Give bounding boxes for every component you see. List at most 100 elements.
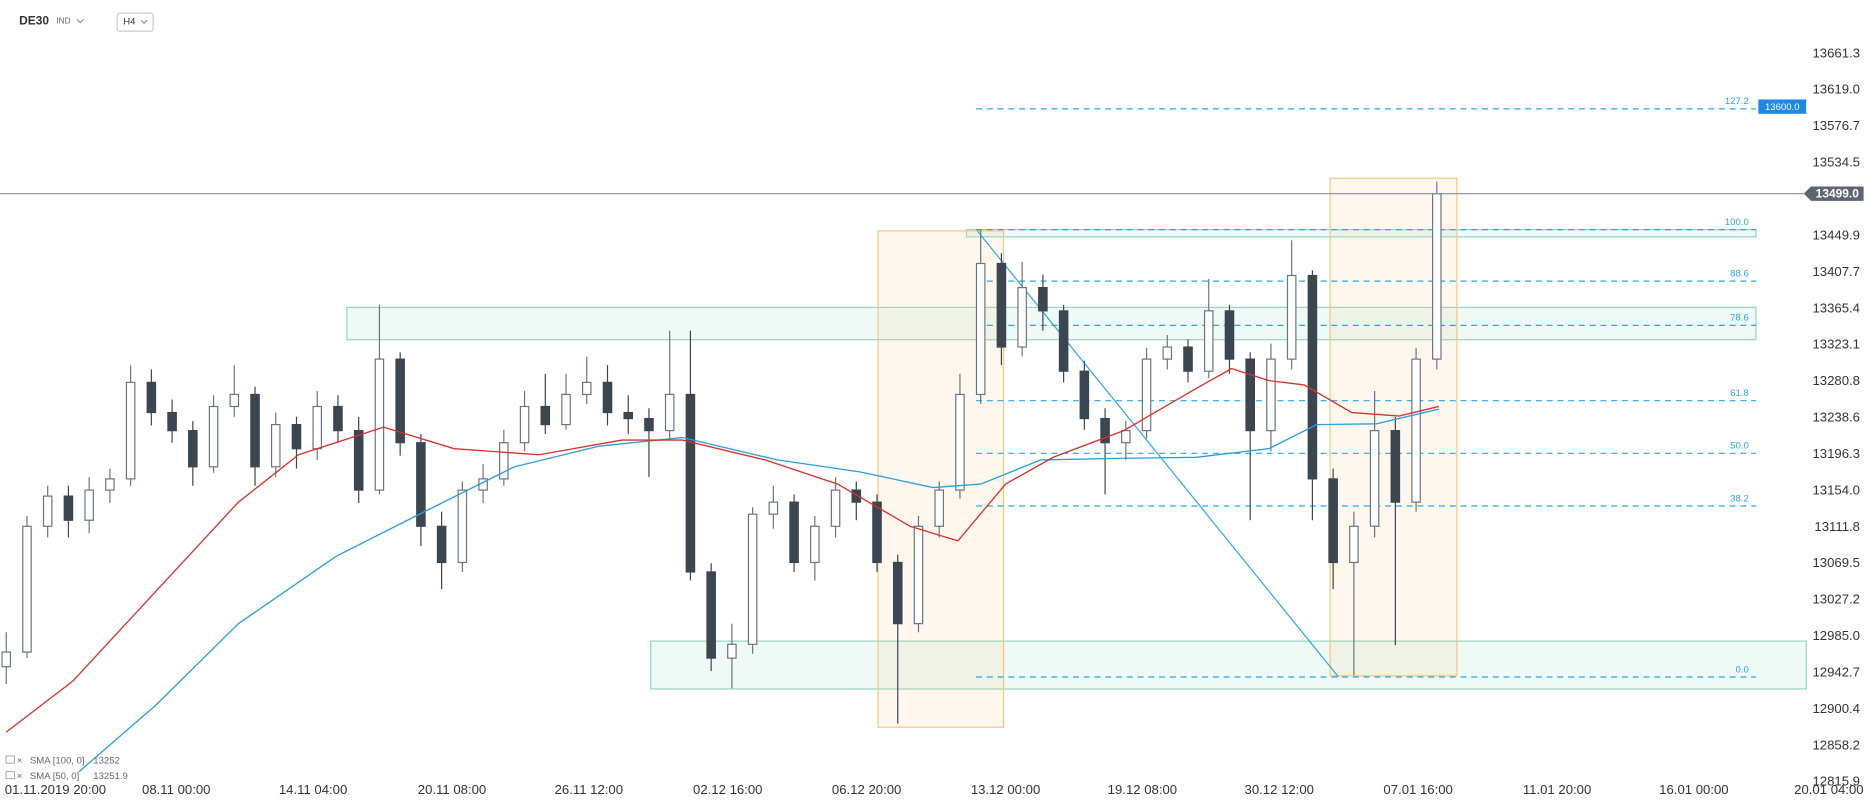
trend-line <box>976 230 1339 678</box>
price-tag <box>1758 99 1807 114</box>
legend-name: SMA [100, 0] <box>30 755 85 766</box>
candle-body <box>416 442 426 527</box>
fibonacci: 127.2 100.0 88.6 78.6 61.8 50.0 38.2 0.0 <box>976 96 1756 678</box>
candle-body <box>1058 310 1069 372</box>
y-tick-label: 13619.0 <box>1812 82 1860 97</box>
y-tick-label: 13196.3 <box>1812 446 1860 461</box>
candle-body <box>602 381 613 414</box>
candle-body <box>208 405 219 468</box>
price-tag-label: 13600.0 <box>1765 102 1800 113</box>
fib-label: 88.6 <box>1730 268 1749 279</box>
fib-label: 100.0 <box>1725 217 1749 228</box>
candle-body <box>457 489 468 564</box>
candle-body <box>436 525 447 564</box>
fib-label: 50.0 <box>1730 441 1749 452</box>
fib-label: 38.2 <box>1730 493 1749 504</box>
y-tick-label: 13576.7 <box>1812 118 1860 133</box>
x-tick-label: 07.01 16:00 <box>1383 782 1452 797</box>
candle-body <box>188 430 198 468</box>
candle-body <box>955 393 965 491</box>
candle-body <box>1121 430 1131 444</box>
symbol[interactable]: DE30 <box>19 14 49 28</box>
candle-body <box>22 525 32 653</box>
price-tag-label: 13499.0 <box>1816 186 1860 200</box>
x-tick-label: 26.11 12:00 <box>555 782 623 797</box>
candle-body <box>810 525 820 564</box>
zone <box>346 306 1757 341</box>
x-tick-label: 19.12 08:00 <box>1108 782 1177 797</box>
candle-body <box>996 262 1007 348</box>
candle-body <box>561 393 571 426</box>
candle-body <box>706 571 716 659</box>
candle-body <box>167 411 177 432</box>
x-tick-label: 20.01 04:00 <box>1794 782 1863 797</box>
candle-body <box>540 405 551 426</box>
y-tick-label: 13238.6 <box>1812 410 1860 425</box>
candle-body <box>1079 370 1090 420</box>
price-tag <box>1803 186 1864 201</box>
fib-label: 0.0 <box>1735 664 1748 675</box>
candle-body <box>84 489 94 521</box>
candle-body <box>1141 358 1152 432</box>
candle-body <box>913 525 924 625</box>
y-tick-label: 13027.2 <box>1812 592 1860 607</box>
timeframe[interactable]: H4 <box>123 17 136 28</box>
legend-value: 13251.9 <box>93 771 128 782</box>
timeframe-box[interactable] <box>116 12 154 32</box>
candle-body <box>892 561 903 625</box>
candle-body <box>830 489 841 527</box>
candle-body <box>250 393 260 468</box>
legend-icon <box>5 771 15 780</box>
y-tick-label: 12900.4 <box>1812 701 1860 716</box>
x-tick-label: 16.01 00:00 <box>1659 782 1728 797</box>
legend-close[interactable]: × <box>17 771 23 782</box>
candle-body <box>975 262 986 396</box>
y-tick-label: 12858.2 <box>1812 737 1860 752</box>
candle-body <box>291 424 302 450</box>
instrument-type: IND <box>56 16 70 26</box>
x-tick-label: 30.12 12:00 <box>1245 782 1314 797</box>
candle-body <box>519 405 530 444</box>
legend-name: SMA [50, 0] <box>30 771 79 782</box>
candle-body <box>851 489 862 503</box>
candle-body <box>1286 274 1297 360</box>
symbol-dropdown[interactable] <box>76 18 85 24</box>
candle-body <box>1162 346 1173 360</box>
candle-body <box>146 381 157 414</box>
x-tick-label: 08.11 00:00 <box>142 782 210 797</box>
candle-body <box>312 405 323 450</box>
candle-body <box>727 643 737 659</box>
y-tick-label: 13407.7 <box>1812 264 1860 279</box>
candle-body <box>581 381 592 396</box>
candle-body <box>229 393 240 408</box>
x-tick-label: 11.01 20:00 <box>1523 782 1591 797</box>
y-tick-label: 13323.1 <box>1812 337 1860 352</box>
y-tick-label: 13280.8 <box>1812 373 1860 388</box>
candle-body <box>105 478 115 491</box>
fib-label: 127.2 <box>1725 96 1749 107</box>
candle-body <box>270 424 281 468</box>
candle-body <box>1017 286 1027 348</box>
candle-body <box>1 651 12 668</box>
candle-body <box>1328 478 1338 564</box>
candle-body <box>1266 358 1276 432</box>
candle-body <box>747 513 758 645</box>
candle-body <box>1100 417 1110 444</box>
candle-body <box>623 411 634 420</box>
zone <box>965 229 1757 238</box>
y-tick-label: 12815.9 <box>1812 774 1860 789</box>
candle-body <box>1369 430 1380 527</box>
timeframe-dropdown[interactable] <box>140 19 148 25</box>
y-tick-label: 13365.4 <box>1812 300 1860 315</box>
legend-close[interactable]: × <box>17 755 23 766</box>
candle-body <box>1307 274 1318 480</box>
candle-body <box>872 501 882 564</box>
candle-body <box>125 381 136 480</box>
candle-body <box>1203 310 1214 372</box>
candle-body <box>1183 346 1193 372</box>
x-tick-label: 02.12 16:00 <box>693 782 762 797</box>
candle-body <box>333 405 343 432</box>
candle-body <box>42 495 53 527</box>
